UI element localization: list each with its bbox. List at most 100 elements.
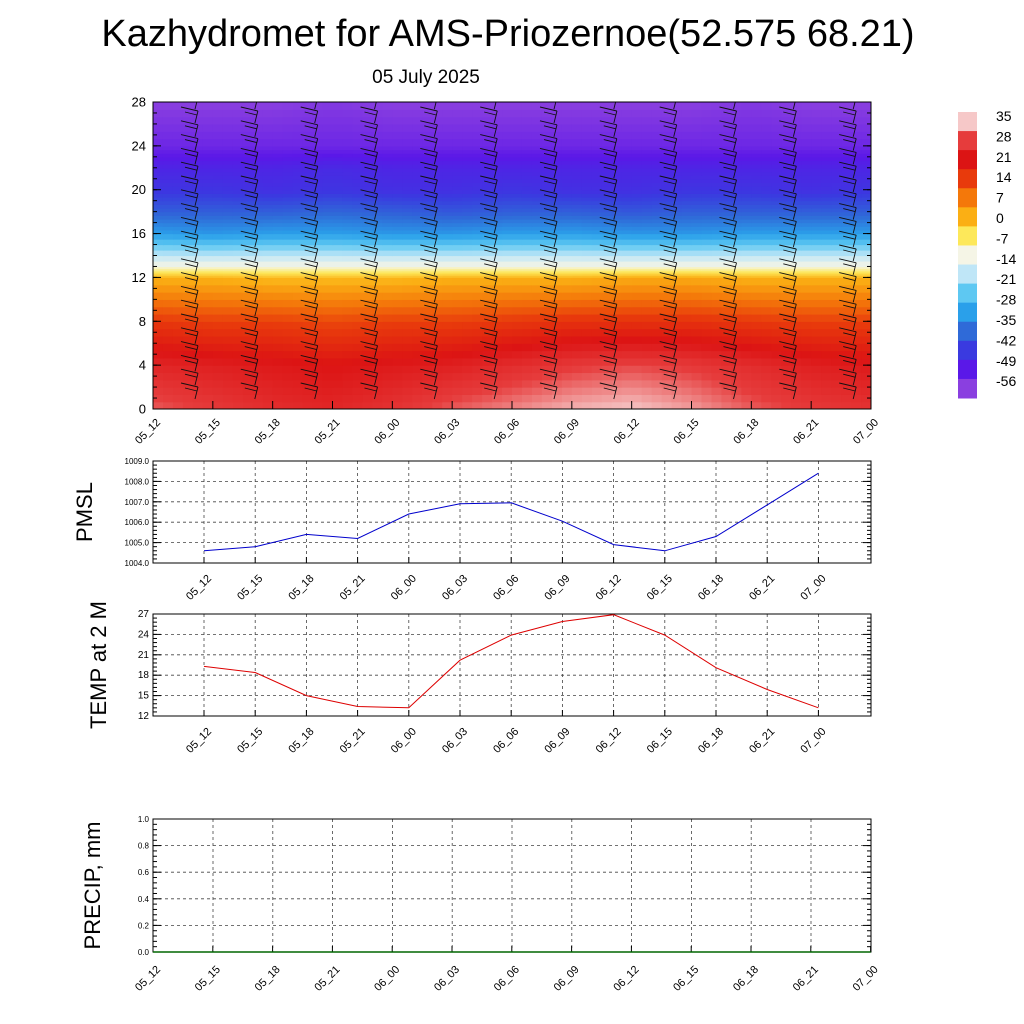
heatmap-cell	[801, 229, 812, 235]
heatmap-cell	[641, 387, 653, 395]
heatmap-cell	[601, 138, 613, 147]
wind-barb-feather	[360, 244, 378, 250]
heatmap-cell	[821, 178, 832, 183]
heatmap-cell	[512, 250, 523, 257]
heatmap-cell	[462, 270, 473, 273]
heatmap-cell	[751, 372, 762, 381]
heatmap-cell	[272, 164, 284, 169]
heatmap-cell	[422, 116, 433, 125]
heatmap-cell	[502, 292, 513, 300]
heatmap-cell	[851, 211, 862, 216]
heatmap-cell	[771, 372, 782, 381]
wind-barb-feather	[180, 161, 199, 167]
heatmap-cell	[591, 182, 603, 187]
heatmap-cell	[432, 343, 443, 352]
heatmap-cell	[232, 275, 244, 279]
heatmap-cell	[472, 250, 483, 257]
heatmap-cell	[841, 215, 852, 220]
heatmap-cell	[851, 401, 862, 409]
heatmap-cell	[492, 277, 503, 286]
heatmap-cell	[182, 182, 194, 187]
heatmap-cell	[362, 160, 373, 165]
heatmap-cell	[382, 350, 393, 359]
heatmap-cell	[661, 365, 673, 374]
heatmap-cell	[272, 171, 284, 176]
heatmap-cell	[821, 164, 832, 169]
heatmap-cell	[312, 229, 324, 235]
heatmap-cell	[212, 387, 224, 395]
heatmap-cell	[352, 275, 364, 279]
wind-barb-staff	[553, 221, 558, 234]
wind-barb-staff	[194, 138, 199, 151]
heatmap-cell	[721, 204, 732, 209]
wind-barb-staff	[433, 262, 438, 275]
heatmap-cell	[811, 343, 822, 352]
wind-barb	[240, 327, 259, 344]
heatmap-cell	[282, 186, 294, 191]
heatmap-cell	[721, 164, 732, 169]
heatmap-cell	[153, 149, 164, 154]
heatmap-cell	[661, 292, 673, 300]
heatmap-cell	[512, 277, 523, 286]
heatmap-cell	[502, 189, 513, 194]
heatmap-cell	[262, 229, 274, 235]
heatmap-cell	[541, 271, 553, 275]
heatmap-cell	[172, 149, 184, 154]
heatmap-cell	[462, 328, 473, 337]
heatmap-cell	[791, 372, 802, 381]
heatmap-cell	[402, 182, 413, 187]
heatmap-cell	[771, 244, 782, 251]
heatmap-cell	[482, 306, 493, 315]
heatmap-cell	[362, 149, 373, 154]
heatmap-cell	[551, 350, 563, 359]
heatmap-cell	[342, 149, 354, 154]
heatmap-cell	[153, 292, 164, 300]
heatmap-cell	[442, 357, 453, 366]
wind-barb-staff	[374, 331, 378, 344]
wind-barb	[300, 134, 319, 151]
heatmap-cell	[691, 292, 703, 300]
wind-barb-feather	[244, 152, 257, 157]
heatmap-cell	[531, 343, 543, 352]
heatmap-cell	[372, 200, 383, 205]
heatmap-cell	[382, 379, 393, 388]
heatmap-cell	[172, 145, 184, 151]
heatmap-cell	[352, 284, 364, 293]
heatmap-cell	[182, 200, 194, 205]
heatmap-cell	[701, 284, 713, 293]
heatmap-cells	[153, 102, 871, 409]
heatmap-cell	[182, 299, 194, 308]
wind-barb-staff	[553, 235, 558, 248]
wind-barb	[599, 258, 618, 275]
heatmap-cell	[861, 260, 871, 268]
heatmap-cell	[472, 229, 483, 235]
heatmap-cell	[701, 178, 713, 183]
heatmap-cell	[322, 365, 334, 374]
wind-barb-feather	[184, 152, 198, 157]
heatmap-cell	[761, 149, 772, 154]
heatmap-cell	[711, 275, 723, 279]
wind-barb-feather	[543, 208, 557, 213]
heatmap-cell	[512, 207, 523, 213]
wind-barb-staff	[374, 373, 378, 386]
heatmap-cell	[821, 321, 832, 330]
heatmap-cell	[332, 372, 344, 381]
heatmap-cell	[222, 343, 234, 352]
heatmap-cell	[571, 229, 583, 235]
heatmap-cell	[462, 255, 473, 262]
heatmap-cell	[521, 372, 533, 381]
heatmap-cell	[322, 215, 334, 220]
heatmap-cell	[172, 167, 184, 173]
heatmap-cell	[691, 200, 703, 205]
heatmap-cell	[242, 182, 254, 187]
heatmap-cell	[611, 218, 623, 224]
wind-barb-staff	[493, 331, 498, 344]
wind-barb-feather	[180, 216, 199, 222]
heatmap-cell	[392, 343, 403, 352]
heatmap-cell	[312, 116, 324, 125]
heatmap-cell	[821, 268, 832, 271]
heatmap-cell	[821, 171, 832, 176]
heatmap-cell	[631, 299, 643, 308]
heatmap-cell	[412, 394, 423, 403]
heatmap-cell	[282, 171, 294, 176]
